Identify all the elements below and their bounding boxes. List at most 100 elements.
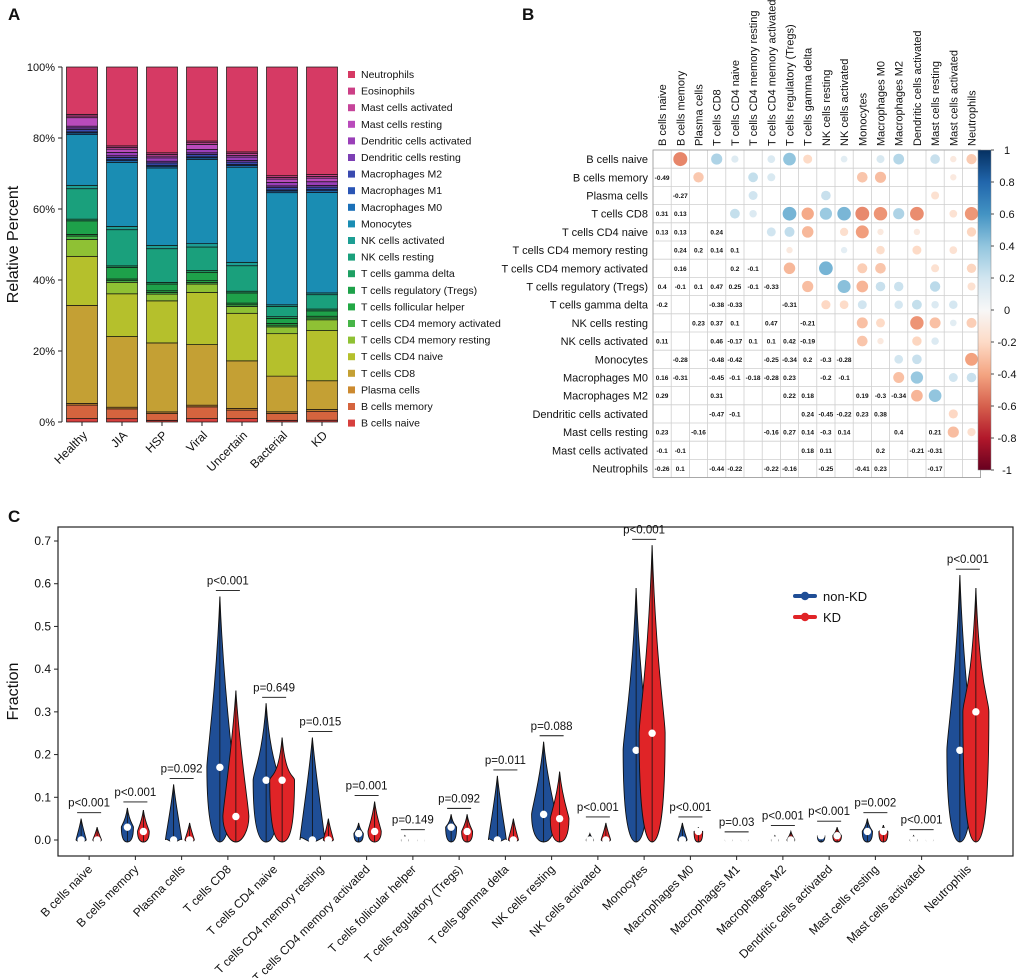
correlation-dot [821, 300, 831, 310]
p-value-label: p=0.149 [392, 815, 434, 827]
column-label: B cells naive [657, 84, 669, 146]
correlation-value: -0.34 [891, 393, 906, 400]
correlation-value: -0.3 [820, 430, 832, 437]
colorbar-label: 0.8 [999, 177, 1014, 189]
correlation-value: -0.1 [747, 266, 759, 273]
colorbar-label: -0.6 [998, 401, 1017, 413]
legend-label: Macrophages M0 [361, 202, 442, 214]
correlation-dot [857, 172, 868, 183]
correlation-value: -0.2 [656, 302, 668, 309]
bar-segment [66, 418, 98, 423]
bar-segment [186, 406, 218, 419]
p-value-label: p<0.001 [623, 524, 665, 536]
legend-label: B cells naive [361, 418, 420, 430]
median-point [354, 829, 363, 838]
median-point [93, 836, 101, 844]
bar-segment [306, 186, 338, 190]
bar-segment [186, 144, 218, 150]
legend-swatch [348, 403, 355, 410]
legend-label: T cells CD8 [361, 368, 415, 380]
correlation-value: 0.22 [783, 393, 796, 400]
column-label: Macrophages M2 [894, 61, 906, 146]
correlation-value: 0.13 [674, 211, 687, 218]
median-point [463, 827, 471, 836]
p-value-label: p=0.092 [161, 763, 203, 775]
bar-segment [66, 184, 98, 190]
correlation-value: 0.25 [729, 284, 742, 291]
x-tick-label: Mast cells activated [844, 862, 928, 946]
legend-label: Mast cells activated [361, 102, 453, 114]
correlation-value: 0.47 [765, 320, 778, 327]
p-value-label: p<0.001 [577, 802, 619, 814]
bar-segment [306, 380, 338, 410]
y-tick-label: 0.6 [34, 577, 51, 591]
correlation-dot [911, 299, 922, 310]
bar-segment [226, 265, 258, 292]
correlation-value: 0.1 [730, 320, 739, 327]
legend-label: T cells CD4 naive [361, 351, 443, 363]
bar-segment [186, 418, 218, 423]
correlation-dot [749, 209, 757, 218]
median-point [417, 836, 425, 844]
correlation-dot [856, 317, 868, 329]
correlation-value: -0.25 [764, 357, 779, 364]
bar-segment [186, 243, 218, 248]
legend-swatch [348, 419, 355, 427]
median-point [216, 763, 224, 772]
correlation-dot [912, 354, 922, 365]
p-value-label: p=0.649 [253, 682, 295, 694]
panel-label-c: C [8, 507, 20, 526]
bar-segment [66, 305, 98, 404]
correlation-dot [949, 319, 957, 327]
correlation-value: -0.33 [727, 302, 742, 309]
bar-segment [106, 281, 138, 295]
correlation-value: -0.19 [800, 339, 815, 346]
legend-swatch [348, 253, 355, 261]
median-point [139, 827, 148, 836]
legend-label: Macrophages M1 [361, 185, 442, 197]
correlation-value: 0.2 [803, 357, 812, 364]
correlation-dot [966, 317, 977, 328]
legend-swatch [348, 320, 355, 327]
correlation-dot [929, 317, 941, 329]
correlation-dot [910, 206, 924, 221]
p-value-label: p=0.03 [719, 817, 755, 829]
row-label: Macrophages M2 [563, 391, 648, 403]
median-point [123, 823, 132, 831]
correlation-dot [767, 173, 776, 182]
correlation-dot [931, 264, 940, 273]
correlation-value: -0.44 [709, 466, 724, 473]
median-point [586, 836, 594, 844]
bar-segment [306, 66, 338, 175]
correlation-dot [876, 155, 885, 164]
correlation-dot [877, 337, 884, 345]
bar-segment [146, 283, 178, 292]
bar-segment [266, 306, 298, 318]
correlation-dot [875, 263, 886, 274]
bar-segment [266, 187, 298, 191]
row-label: T cells gamma delta [550, 300, 649, 312]
bar-segment [66, 117, 98, 127]
colorbar-label: 0.2 [999, 273, 1014, 285]
legend-label: T cells follicular helper [361, 301, 465, 313]
column-label: T cells CD8 [712, 89, 724, 146]
column-label: NK cells resting [821, 70, 833, 146]
correlation-dot [967, 427, 976, 437]
correlation-value: -0.21 [800, 320, 815, 327]
x-tick-label: T cells follicular helper [325, 862, 419, 956]
correlation-value: 0.31 [710, 393, 723, 400]
legend-swatch [348, 120, 355, 128]
y-tick-label: 0.3 [34, 705, 51, 719]
legend-label: T cells CD4 memory activated [361, 318, 501, 330]
column-label: NK cells activated [839, 59, 851, 146]
correlation-value: -0.3 [875, 393, 887, 400]
correlation-value: 0.16 [674, 266, 687, 273]
legend-label: Neutrophils [361, 69, 414, 81]
correlation-value: -0.33 [764, 284, 779, 291]
bar-segment [106, 229, 138, 267]
correlation-value: -0.26 [655, 466, 670, 473]
correlation-value: -0.1 [747, 284, 759, 291]
correlation-dot [857, 300, 867, 310]
correlation-value: -0.16 [782, 466, 797, 473]
bar-segment [266, 413, 298, 421]
